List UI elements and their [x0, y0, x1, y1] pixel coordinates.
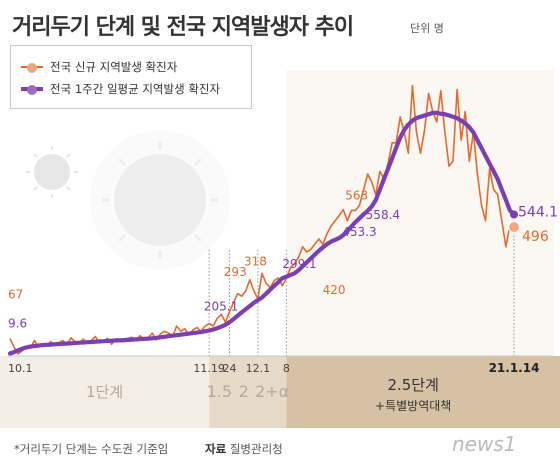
virus-decoration	[26, 130, 230, 270]
phase-bands	[0, 70, 560, 428]
phase-label: 2.5단계	[387, 376, 438, 394]
footnote: *거리두기 단계는 수도권 기준임	[14, 442, 169, 456]
phase-band	[286, 356, 560, 428]
virus-icon-large	[90, 130, 230, 270]
phase-band	[257, 356, 287, 428]
source-label: 자료	[205, 442, 227, 456]
legend-dot-avg	[27, 85, 37, 95]
data-label: 293	[224, 265, 247, 279]
virus-icon-small	[26, 146, 78, 198]
data-label: 318	[244, 254, 267, 268]
data-label: 205.1	[204, 300, 238, 314]
phase-band	[209, 356, 230, 428]
data-label: 563	[345, 189, 368, 203]
date-marker-lines	[208, 232, 515, 356]
data-label: 420	[323, 283, 346, 297]
series-avg-line	[7, 110, 517, 356]
source-name: 질병관리청	[229, 442, 283, 456]
legend-swatch-daily	[21, 63, 43, 73]
x-tick-label: 11.19	[193, 362, 225, 375]
legend: 전국 신규 지역발생 확진자 전국 1주간 일평균 지역발생 확진자	[10, 45, 252, 109]
x-tick-label: 12.1	[246, 362, 271, 375]
chart-title: 거리두기 단계 및 전국 지역발생자 추이	[12, 15, 354, 40]
phase-label: 1.5	[207, 382, 232, 401]
x-tick-label: 10.1	[8, 362, 33, 375]
legend-swatch-avg	[21, 85, 43, 95]
x-tick-label: 21.1.14	[489, 361, 540, 375]
phase-band	[229, 356, 258, 428]
source-line: 자료 질병관리청	[205, 441, 283, 457]
phase-label: 2	[239, 382, 249, 401]
phase-labels: 1단계 1.5 2 2+α 2.5단계 +특별방역대책	[86, 376, 451, 413]
data-label: 9.6	[8, 317, 27, 331]
data-label: 544.1	[518, 205, 558, 221]
data-label: 453.3	[342, 225, 376, 239]
legend-item-avg: 전국 1주간 일평균 지역발생 확진자	[21, 79, 220, 99]
phase-label: 1단계	[86, 383, 123, 401]
legend-item-daily: 전국 신규 지역발생 확진자	[21, 57, 177, 77]
legend-label-daily: 전국 신규 지역발생 확진자	[50, 60, 178, 74]
legend-dot-daily	[27, 63, 37, 73]
x-tick-label: 24	[222, 362, 236, 375]
data-label: 299.1	[282, 257, 316, 271]
unit-label: 단위 명	[410, 22, 444, 35]
data-label: 67	[8, 288, 23, 302]
end-point-avg	[510, 210, 518, 219]
phase-band	[0, 356, 210, 428]
x-tick-label: 8	[283, 362, 290, 375]
news1-logo: news1	[452, 432, 517, 456]
series-daily-line	[9, 84, 515, 355]
end-point-daily	[507, 220, 521, 234]
data-label: 558.4	[366, 208, 400, 222]
series-lines	[7, 84, 521, 356]
phase-sublabel: +특별방역대책	[375, 398, 451, 413]
data-label: 496	[522, 229, 549, 245]
legend-label-avg: 전국 1주간 일평균 지역발생 확진자	[50, 82, 221, 96]
phase-label: 2+α	[255, 382, 289, 401]
